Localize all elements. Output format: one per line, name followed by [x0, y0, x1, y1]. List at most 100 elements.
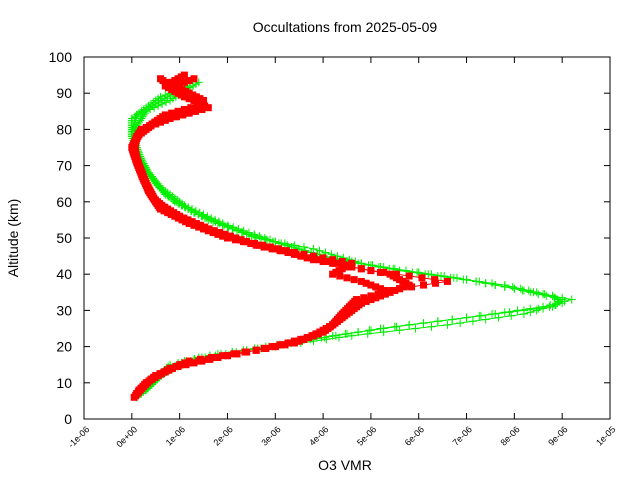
data-point — [319, 254, 327, 262]
data-point — [200, 100, 208, 108]
data-point — [184, 109, 192, 117]
data-point — [353, 296, 361, 304]
data-point — [185, 77, 193, 85]
data-point — [376, 285, 384, 293]
data-point — [252, 346, 260, 354]
data-point — [299, 243, 308, 252]
data-point — [195, 98, 203, 106]
data-point — [164, 366, 172, 374]
data-point — [255, 232, 264, 241]
data-point — [250, 230, 259, 239]
data-point — [271, 237, 280, 246]
data-point — [191, 220, 199, 228]
data-point — [176, 80, 184, 88]
data-point — [567, 295, 576, 304]
data-point — [170, 210, 178, 218]
x-tick-label: 5e-06 — [355, 424, 378, 447]
data-point — [157, 75, 165, 83]
y-tick-label: 60 — [56, 194, 72, 210]
data-point — [198, 105, 206, 113]
data-point — [519, 306, 528, 315]
data-point — [362, 297, 370, 305]
data-point — [304, 334, 312, 342]
data-point — [161, 91, 170, 100]
data-point — [500, 282, 509, 291]
data-point — [491, 310, 500, 319]
data-point — [433, 317, 442, 326]
data-point — [260, 344, 268, 352]
data-point — [391, 286, 399, 294]
data-point — [171, 113, 179, 121]
data-point — [219, 352, 227, 360]
data-point — [348, 259, 356, 267]
data-point — [534, 290, 543, 299]
data-point — [329, 256, 337, 264]
data-point — [216, 229, 224, 237]
data-point — [372, 294, 380, 302]
data-point — [164, 115, 172, 123]
data-point — [177, 361, 185, 369]
data-point — [312, 330, 320, 338]
data-point — [367, 292, 375, 300]
data-point — [218, 219, 227, 228]
data-point — [183, 216, 191, 224]
data-point — [395, 326, 404, 335]
data-point — [481, 315, 490, 324]
data-point — [156, 92, 165, 101]
data-point — [180, 105, 188, 113]
data-point — [204, 104, 212, 112]
data-point — [310, 252, 318, 260]
data-point — [366, 326, 375, 335]
data-point — [431, 279, 439, 287]
data-point — [282, 247, 290, 255]
plot-frame — [83, 56, 611, 420]
x-axis-label: O3 VMR — [318, 457, 372, 473]
data-point — [357, 299, 365, 307]
data-point — [194, 78, 203, 87]
data-point — [292, 337, 300, 345]
data-point — [187, 218, 195, 226]
data-point — [210, 227, 218, 235]
data-point — [174, 212, 182, 220]
data-point — [332, 259, 340, 267]
data-point — [362, 279, 370, 287]
data-point — [550, 293, 559, 302]
data-point — [300, 250, 308, 258]
data-point — [418, 274, 426, 282]
data-point — [234, 224, 243, 233]
data-point — [226, 232, 234, 240]
data-point — [338, 258, 346, 266]
data-point — [420, 281, 428, 289]
x-tick-label: 1e-05 — [594, 424, 617, 447]
data-point — [300, 335, 308, 343]
data-point — [411, 324, 420, 333]
y-axis: 0 10 20 30 40 50 60 70 80 90 100 — [49, 49, 610, 427]
series-0 — [127, 78, 576, 402]
data-point — [376, 268, 384, 276]
profile-line — [133, 81, 564, 398]
x-tick-label: 0e+00 — [114, 424, 139, 449]
data-point — [179, 214, 187, 222]
data-point — [259, 241, 267, 249]
data-point — [343, 274, 351, 282]
data-point — [214, 217, 223, 226]
data-point — [156, 370, 164, 378]
data-point — [419, 319, 428, 328]
data-point — [526, 304, 535, 313]
data-point — [468, 317, 477, 326]
data-point — [381, 290, 389, 298]
data-point — [241, 348, 249, 356]
data-point — [392, 322, 401, 331]
data-point — [247, 239, 255, 247]
data-point — [534, 304, 543, 313]
data-point — [168, 109, 176, 117]
x-tick-label: 2e-06 — [212, 424, 235, 447]
data-point — [196, 355, 204, 363]
data-point — [367, 296, 375, 304]
data-point — [190, 359, 198, 367]
data-point — [203, 212, 212, 221]
data-point — [336, 272, 344, 280]
data-point — [462, 275, 471, 284]
data-point — [239, 226, 248, 235]
y-axis-label: Altitude (km) — [5, 199, 21, 278]
